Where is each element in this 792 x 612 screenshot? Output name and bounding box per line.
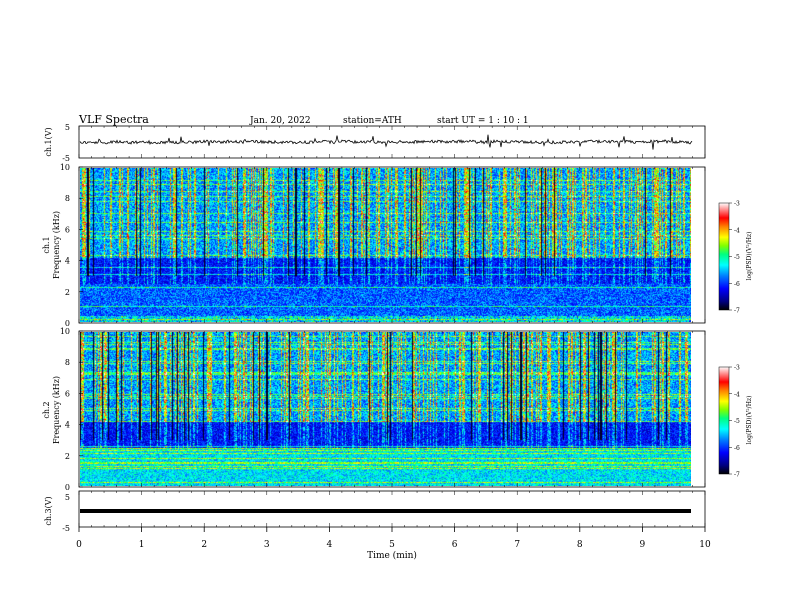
start-ut-label: start UT = 1 : 10 : 1 (437, 116, 529, 126)
ch3-waveform-panel: 5 -5 ch.3(V) (44, 490, 706, 533)
time-tick-label: 8 (577, 540, 583, 550)
colorbar-tick-label: -7 (734, 472, 740, 479)
ch1-spectrogram-ylabel: Frequency (kHz) (52, 211, 61, 279)
time-axis-ticks: 0 1 2 3 4 5 6 7 8 9 10 (76, 126, 711, 550)
time-tick-label: 5 (389, 540, 395, 550)
frequency-tick-label: 2 (65, 452, 70, 461)
ch2-spectrogram-channel-label: ch.2 (42, 401, 51, 418)
frequency-tick-label: 8 (65, 194, 70, 203)
colorbar-tick-label: -5 (734, 254, 740, 261)
time-axis-label: Time (min) (367, 550, 417, 561)
ch1-ytick-top: 5 (65, 123, 70, 132)
ch1-waveform-line (79, 134, 693, 150)
frequency-tick-label: 6 (65, 225, 70, 234)
time-tick-label: 3 (264, 540, 270, 550)
colorbar-tick-label: -7 (734, 308, 740, 315)
time-tick-label: 1 (139, 540, 145, 550)
time-tick-label: 7 (514, 540, 520, 550)
ch2-spectrogram-panel: 0 2 4 6 8 10 ch.2 Frequency (kHz) (42, 327, 706, 492)
colorbar-tick-label: -3 (734, 201, 740, 208)
ch1-waveform-panel: 5 -5 ch.1(V) (44, 123, 706, 163)
frequency-tick-label: 0 (65, 483, 70, 492)
frequency-tick-label: 4 (65, 421, 70, 430)
ch2-spectrogram-image (80, 332, 691, 486)
frequency-tick-label: 2 (65, 288, 70, 297)
colorbar-tick-label: -4 (734, 391, 740, 398)
ch2-spectrogram-ylabel: Frequency (kHz) (52, 376, 61, 444)
frequency-tick-label: 10 (60, 163, 70, 172)
ch1-waveform-ylabel: ch.1(V) (44, 127, 53, 156)
ch2-colorbar-gradient (718, 366, 730, 475)
time-tick-label: 2 (201, 540, 207, 550)
time-tick-label: 6 (452, 540, 458, 550)
frequency-tick-label: 10 (60, 327, 70, 336)
time-tick-label: 9 (640, 540, 646, 550)
colorbar-tick-label: -3 (734, 365, 740, 372)
ch1-spectrogram-image (80, 168, 691, 322)
ch3-waveform-line (80, 509, 691, 513)
ch1-colorbar-label: log(PSD)(V²/Hz) (746, 232, 753, 281)
colorbar-tick-label: -4 (734, 227, 740, 234)
time-tick-label: 0 (76, 540, 82, 550)
station-label: station=ATH (343, 116, 402, 126)
date-label: Jan. 20, 2022 (249, 116, 311, 126)
time-tick-label: 4 (327, 540, 333, 550)
frequency-tick-label: 6 (65, 389, 70, 398)
ch2-spectrogram-yticks: 0 2 4 6 8 10 (60, 327, 83, 492)
ch2-colorbar: -3 -4 -5 -6 -7 log(PSD)(V²/Hz) (718, 365, 753, 479)
ch1-colorbar: -3 -4 -5 -6 -7 log(PSD)(V²/Hz) (718, 201, 753, 315)
colorbar-tick-label: -6 (734, 445, 740, 452)
ch3-ytick-bottom: -5 (62, 524, 70, 533)
frequency-tick-label: 8 (65, 358, 70, 367)
ch1-spectrogram-yticks: 0 2 4 6 8 10 (60, 163, 83, 328)
ch3-ytick-top: 5 (65, 493, 70, 502)
ch1-spectrogram-channel-label: ch.1 (42, 236, 51, 253)
ch2-colorbar-ticks: -3 -4 -5 -6 -7 (729, 365, 740, 479)
ch1-ytick-bottom: -5 (62, 154, 70, 163)
ch1-spectrogram-panel: 0 2 4 6 8 10 ch.1 Frequency (kHz) (42, 163, 706, 328)
time-tick-label: 10 (699, 540, 711, 550)
figure-title: VLF Spectra (78, 113, 149, 126)
ch2-colorbar-label: log(PSD)(V²/Hz) (746, 396, 753, 445)
colorbar-tick-label: -5 (734, 418, 740, 425)
ch1-colorbar-gradient (718, 202, 730, 311)
frequency-tick-label: 4 (65, 257, 70, 266)
ch1-colorbar-ticks: -3 -4 -5 -6 -7 (729, 201, 740, 315)
frequency-tick-label: 0 (65, 319, 70, 328)
colorbar-tick-label: -6 (734, 281, 740, 288)
ch3-waveform-ylabel: ch.3(V) (44, 496, 53, 525)
